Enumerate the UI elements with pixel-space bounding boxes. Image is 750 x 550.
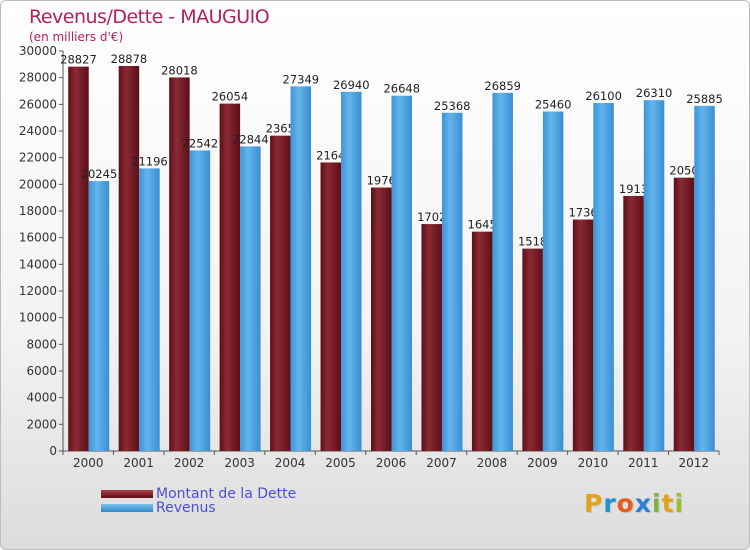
revenue-bar-label: 25885 [686,92,723,106]
debt-bar [673,177,695,451]
logo-letter: x [634,489,652,518]
legend-swatch-revenue [101,504,153,512]
revenue-bar [240,146,261,451]
debt-bar-label: 28827 [60,53,97,67]
logo-letter: t [661,489,675,518]
debt-bar-label: 1736 [568,206,597,220]
revenue-bar [593,103,614,451]
revenue-bar [441,112,463,451]
x-tick-label: 2004 [275,456,306,470]
debt-bar-label: 28018 [161,63,198,77]
debt-bar-label: 2365 [266,122,295,136]
y-tick-label: 12000 [19,284,57,298]
legend-label-revenue: Revenus [156,500,216,516]
revenue-bar-label: 22542 [182,136,219,150]
logo-letter: i [674,489,685,518]
y-tick-label: 8000 [26,337,57,351]
debt-bar-label: 28878 [111,52,148,66]
x-tick-label: 2008 [477,456,508,470]
x-tick-label: 2006 [376,456,407,470]
logo-letter: P [584,489,604,518]
debt-bar [169,77,190,451]
revenue-bar-label: 26310 [636,86,673,100]
debt-bar [68,66,89,451]
revenue-bar-label: 26100 [585,89,622,103]
y-tick-label: 0 [49,444,57,458]
x-tick-label: 2007 [426,456,457,470]
y-tick-label: 20000 [19,177,57,191]
revenue-bar-label: 25368 [434,99,471,113]
revenue-bar [139,168,160,452]
debt-bar [623,195,644,451]
y-tick-label: 6000 [26,364,57,378]
revenue-bar-label: 26859 [484,79,521,93]
y-tick-label: 28000 [19,71,57,85]
chart-subtitle: (en milliers d'€) [29,30,124,44]
debt-bar-label: 1518 [518,235,547,249]
revenue-bar-label: 20245 [81,167,118,181]
x-tick-label: 2005 [325,456,356,470]
debt-bar [320,162,342,451]
revenue-bar [341,91,362,452]
x-tick-label: 2010 [578,456,609,470]
revenue-bar-label: 26648 [383,82,420,96]
revenue-bar [643,100,665,451]
debt-bar [219,103,241,451]
y-tick-label: 22000 [19,151,57,165]
revenue-bar [542,111,564,452]
x-tick-label: 2012 [678,456,709,470]
x-tick-label: 2003 [224,456,255,470]
revenue-bar-label: 22844 [232,132,269,146]
chart-title: Revenus/Dette - MAUGUIO [29,6,270,28]
y-tick-label: 30000 [19,44,57,58]
revenue-bar-label: 25460 [535,98,572,112]
debt-bar-label: 1913 [619,182,648,196]
proxiti-logo: Proxiti [584,489,684,518]
debt-bar [572,219,594,451]
debt-bar-label: 2050 [669,164,698,178]
x-tick-label: 2002 [174,456,205,470]
y-tick-label: 18000 [19,204,57,218]
debt-bar [421,224,442,451]
x-tick-label: 2000 [73,456,104,470]
revenue-bar [694,105,715,451]
y-tick-label: 14000 [19,257,57,271]
debt-bar [270,135,291,451]
revenue-bar [88,181,110,452]
bar-chart: 0 2000 4000 6000 8000 10000 12000 14000 16000 180… [19,44,723,470]
x-tick-label: 2001 [123,456,154,470]
revenue-bar-label: 27349 [283,72,320,86]
revenue-bar [290,86,312,451]
debt-bar-label: 1976 [367,174,396,188]
legend-swatch-debt [101,490,153,498]
debt-bar-label: 1645 [468,218,497,232]
y-tick-label: 10000 [19,311,57,325]
revenue-bar-label: 21196 [131,154,168,168]
revenue-bar [189,150,211,451]
y-tick-label: 16000 [19,231,57,245]
revenue-bar-label: 26940 [333,78,370,92]
debt-bar [371,187,392,452]
debt-bar [522,248,543,451]
logo-letter: o [616,489,635,518]
debt-bar-label: 2164 [316,148,345,162]
y-tick-label: 4000 [26,391,57,405]
y-tick-label: 24000 [19,124,57,138]
logo-letter: r [603,489,617,518]
revenue-bar [391,95,412,452]
x-tick-label: 2011 [628,456,659,470]
debt-bar [118,65,140,452]
x-tick-label: 2009 [527,456,558,470]
y-tick-label: 2000 [26,417,57,431]
revenue-bar [492,92,513,451]
debt-bar-label: 1702 [417,210,446,224]
y-tick-label: 26000 [19,97,57,111]
logo-letter: i [652,489,662,518]
legend-label-debt: Montant de la Dette [156,486,297,502]
debt-bar [471,231,493,451]
debt-bar-label: 26054 [212,90,249,104]
